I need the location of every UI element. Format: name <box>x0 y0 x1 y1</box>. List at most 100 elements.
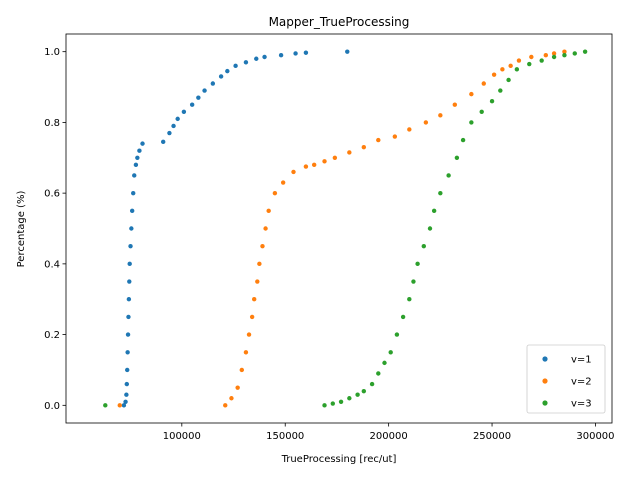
legend-marker <box>542 378 548 384</box>
legend-label: v=3 <box>571 399 592 410</box>
data-point <box>454 155 460 160</box>
data-point <box>137 148 142 153</box>
series-2 <box>117 49 567 408</box>
data-point <box>347 396 352 401</box>
legend-frame <box>526 344 606 414</box>
data-point <box>239 367 244 373</box>
data-point <box>411 279 416 284</box>
data-point <box>345 49 350 54</box>
data-point <box>388 350 393 355</box>
data-point <box>252 297 257 302</box>
data-point <box>500 67 505 72</box>
data-point <box>126 297 132 302</box>
data-point <box>423 120 429 125</box>
data-point <box>293 51 298 56</box>
y-tick-label: 0.8 <box>44 118 60 129</box>
data-point <box>529 54 534 60</box>
data-point <box>255 279 260 284</box>
data-point <box>196 95 201 100</box>
data-point <box>123 399 128 404</box>
legend-marker <box>542 400 548 406</box>
data-point <box>121 403 127 408</box>
data-point <box>452 102 458 107</box>
data-point <box>246 332 252 337</box>
data-point <box>202 88 207 93</box>
legend-marker <box>542 356 548 362</box>
data-point <box>322 403 327 408</box>
data-point <box>469 120 474 125</box>
data-point <box>278 53 284 58</box>
data-point <box>181 109 187 115</box>
y-tick-label: 0.4 <box>44 259 60 270</box>
data-point <box>129 208 135 214</box>
data-point <box>551 51 557 56</box>
x-axis-ticks: 100000 150000 200000 250000 300000 <box>163 423 615 442</box>
plot-frame <box>65 33 613 424</box>
data-point <box>140 141 145 146</box>
data-point <box>266 208 271 214</box>
data-point <box>479 109 484 115</box>
data-point <box>551 54 557 60</box>
data-point <box>171 123 176 129</box>
data-point <box>223 403 228 408</box>
data-point <box>481 81 486 86</box>
data-point <box>161 139 166 145</box>
data-point <box>260 243 265 249</box>
data-point <box>330 401 335 406</box>
data-point <box>263 226 268 231</box>
chart-title: Mapper_TrueProcessing <box>269 15 410 29</box>
data-point <box>361 388 367 394</box>
data-point <box>225 68 230 74</box>
data-point <box>376 371 381 376</box>
data-point <box>291 169 296 175</box>
data-point <box>127 279 132 284</box>
data-point <box>347 150 352 155</box>
x-tick-label: 300000 <box>576 431 614 442</box>
data-point <box>415 261 420 267</box>
data-point <box>369 381 375 387</box>
data-point <box>117 403 122 408</box>
data-point <box>427 226 433 231</box>
legend-label: v=1 <box>571 355 592 366</box>
data-point <box>135 155 140 160</box>
data-point <box>407 297 412 302</box>
data-point <box>562 53 567 58</box>
data-point <box>527 61 532 67</box>
data-point <box>508 63 513 69</box>
data-point <box>243 60 249 65</box>
data-point <box>210 81 216 86</box>
data-point <box>539 58 544 63</box>
data-point <box>498 88 503 93</box>
data-point <box>229 396 234 401</box>
x-axis-title: TrueProcessing [rec/ut] <box>281 454 397 465</box>
data-point <box>125 350 130 355</box>
data-point <box>543 53 549 58</box>
data-point <box>132 173 137 178</box>
data-point <box>516 58 522 63</box>
data-point <box>280 180 286 185</box>
y-axis-ticks: 0.0 0.2 0.4 0.6 0.8 1.0 <box>44 47 66 412</box>
x-tick-label: 250000 <box>473 431 511 442</box>
data-point <box>254 56 259 61</box>
data-point <box>355 392 360 397</box>
data-point <box>272 190 278 196</box>
data-point <box>332 155 338 160</box>
data-point <box>125 367 130 373</box>
data-point <box>392 134 398 139</box>
y-tick-label: 0.6 <box>44 189 60 200</box>
data-point <box>322 159 327 164</box>
data-point <box>126 314 131 320</box>
data-point <box>446 173 451 178</box>
data-point <box>235 385 240 390</box>
x-tick-label: 100000 <box>163 431 201 442</box>
data-point <box>303 50 309 55</box>
data-point <box>376 137 381 143</box>
data-point <box>491 72 497 77</box>
data-point <box>489 98 495 104</box>
data-point <box>394 332 400 337</box>
data-point <box>125 332 131 337</box>
data-point <box>131 190 136 196</box>
data-point <box>400 314 406 320</box>
data-point <box>431 208 437 214</box>
